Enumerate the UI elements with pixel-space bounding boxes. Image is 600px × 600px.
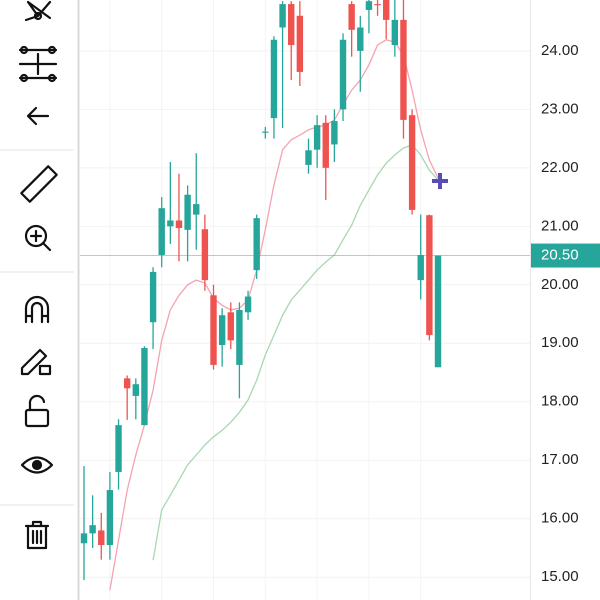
candle-body: [158, 208, 165, 255]
candle-body: [149, 271, 157, 323]
zoom-tool[interactable]: [24, 224, 52, 252]
delete-tool[interactable]: [24, 520, 50, 550]
candle-body: [175, 220, 183, 229]
candle-body: [374, 4, 381, 6]
y-tick-label: 21.00: [541, 217, 579, 234]
candle-body: [400, 19, 407, 120]
candle-body: [305, 150, 312, 165]
candle-body: [331, 121, 338, 145]
candle-body: [210, 295, 217, 365]
candle-body: [434, 255, 442, 368]
candle-body: [357, 27, 364, 51]
y-tick-label: 24.00: [541, 42, 579, 59]
moving-average-line: [109, 39, 439, 591]
candle-body: [80, 533, 88, 544]
y-tick-label: 17.00: [541, 451, 579, 468]
candle-body: [227, 312, 234, 341]
candle-body: [417, 254, 424, 281]
visibility-tool[interactable]: [20, 456, 54, 474]
candle-body: [193, 204, 200, 215]
candle-body: [253, 218, 260, 271]
candle-body: [123, 378, 131, 389]
candle-body: [408, 115, 416, 210]
candle-body: [167, 220, 174, 227]
candle-body: [115, 425, 122, 472]
candle-body: [184, 194, 191, 230]
candle-body: [236, 309, 243, 365]
crosshair-cursor: [432, 173, 448, 189]
candle-body: [322, 122, 329, 168]
candle-body: [270, 39, 278, 119]
candle-body: [382, 0, 390, 20]
last-price-label: 20.50: [541, 247, 579, 264]
y-tick-label: 23.00: [541, 100, 579, 117]
candle-body: [339, 39, 347, 110]
toolbar: [0, 0, 78, 600]
candle-body: [313, 125, 321, 150]
y-tick-label: 15.00: [541, 568, 579, 585]
last-price-badge: [531, 243, 600, 268]
candle-body: [132, 384, 140, 396]
candle-body: [279, 4, 286, 28]
candle-body: [262, 131, 269, 133]
lock-tool[interactable]: [24, 394, 50, 428]
y-tick-label: 20.00: [541, 276, 579, 293]
candle-body: [106, 490, 114, 546]
lock-drawing-tool[interactable]: [20, 348, 52, 376]
candle-body: [244, 296, 252, 313]
candle-body: [141, 347, 148, 426]
moving-average-line: [152, 144, 439, 561]
candle-body: [288, 4, 295, 46]
candle-body: [98, 530, 105, 546]
candle-body: [89, 525, 96, 534]
candle-body: [296, 15, 304, 72]
candle-body: [391, 19, 399, 46]
candle-body: [201, 229, 209, 281]
candle-body: [348, 4, 355, 30]
candle-body: [218, 315, 226, 346]
y-tick-label: 16.00: [541, 510, 579, 527]
candle-body: [365, 1, 373, 10]
candle-body: [426, 215, 433, 336]
y-tick-label: 19.00: [541, 334, 579, 351]
magnet-tool[interactable]: [24, 295, 50, 324]
measure-tool[interactable]: [18, 45, 58, 83]
y-tick-label: 18.00: [541, 393, 579, 410]
back-button[interactable]: [26, 106, 50, 126]
pattern-tool[interactable]: [24, 0, 52, 22]
y-tick-label: 22.00: [541, 159, 579, 176]
ruler-tool[interactable]: [20, 165, 58, 203]
